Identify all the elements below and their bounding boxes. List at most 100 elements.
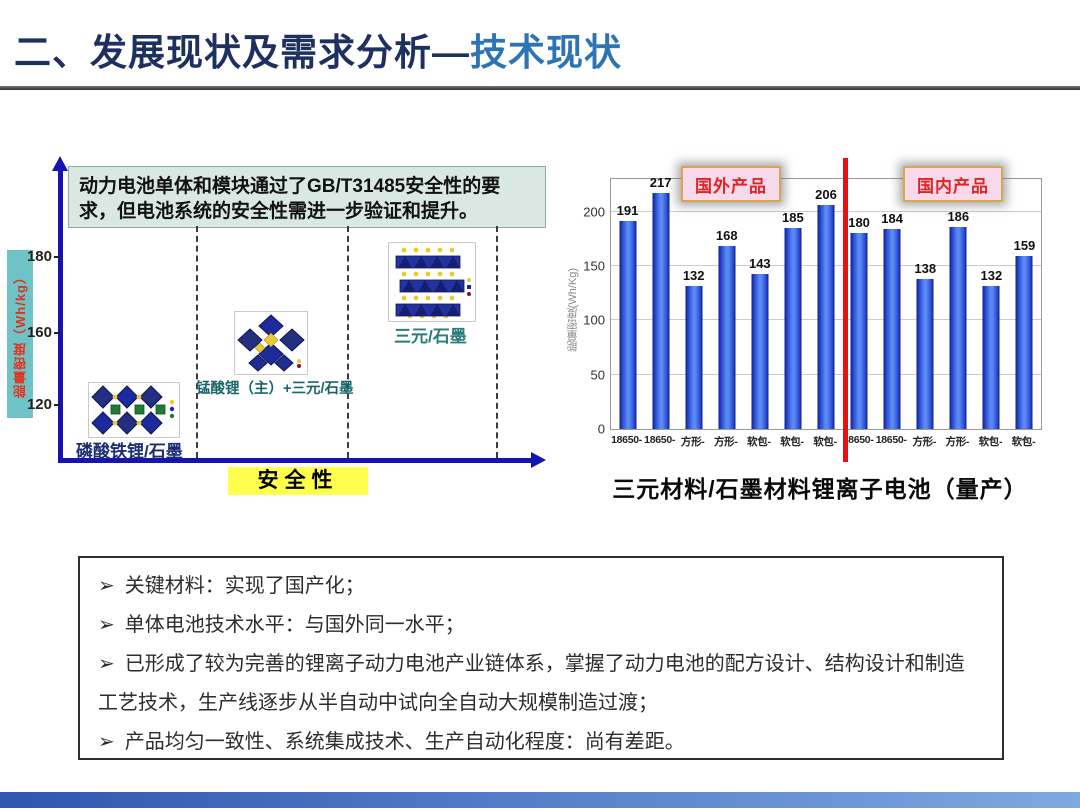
bar-value-label: 186 xyxy=(947,208,970,224)
x-category-label: 方形- xyxy=(945,436,970,448)
bar-slot: 191 xyxy=(611,179,644,429)
bar-slot: 138 xyxy=(909,179,942,429)
chart-y-tick-label: 100 xyxy=(583,312,605,328)
summary-item: ➢ 产品均匀一致性、系统集成技术、生产自动化程度：尚有差距。 xyxy=(98,723,984,762)
chart-y-tick-label: 0 xyxy=(597,421,605,437)
x-category-label: 18650- xyxy=(611,434,642,446)
bar xyxy=(1015,256,1033,429)
bullet-arrow-icon: ➢ xyxy=(98,575,115,597)
bar-slot: 217 xyxy=(644,175,677,429)
bar xyxy=(916,279,934,429)
ncm-crystal-image xyxy=(388,242,476,322)
bar-chart: 能量密度(Wh/Kg) 0 50 100 150 200 191 217 132 168 143 1… xyxy=(565,150,1065,480)
dashed-separator xyxy=(347,226,349,458)
bar xyxy=(883,229,901,429)
chart-y-tick-label: 50 xyxy=(590,367,605,383)
page-title-sub: 技术现状 xyxy=(470,32,622,73)
x-category-label: 18650- xyxy=(875,434,907,446)
bar xyxy=(619,221,637,429)
bar xyxy=(784,227,802,429)
spinel-structure-icon xyxy=(237,314,305,372)
summary-item-text: 产品均匀一致性、系统集成技术、生产自动化程度：尚有差距。 xyxy=(124,731,685,753)
bar-slot: 132 xyxy=(677,179,710,429)
summary-item-text: 关键材料：实现了国产化； xyxy=(124,575,365,597)
note-text-2: 安全性的要求， xyxy=(79,176,501,223)
y-tick-180: 180 xyxy=(26,248,52,265)
bar-value-label: 191 xyxy=(616,203,639,219)
bar-value-label: 159 xyxy=(1013,238,1036,254)
chart-y-tick-label: 200 xyxy=(583,204,605,220)
x-category-label: 18650- xyxy=(842,434,874,446)
bar-value-label: 206 xyxy=(815,187,837,203)
foreign-domestic-divider-line xyxy=(843,158,848,462)
x-category-label: 软包- xyxy=(1011,436,1036,448)
x-category-label: 软包- xyxy=(780,436,804,448)
y-tick-160: 160 xyxy=(26,324,52,341)
bar xyxy=(850,233,868,429)
bar-value-label: 185 xyxy=(782,209,804,225)
bar xyxy=(949,226,967,429)
dashed-separator xyxy=(496,226,498,458)
bar-value-label: 143 xyxy=(748,255,771,271)
bar-value-label: 132 xyxy=(980,267,1003,283)
note-text-1: 动力电池单体和模块通过了 xyxy=(79,176,308,197)
y-tick-120: 120 xyxy=(26,396,52,413)
x-axis-labels: 18650- 18650- 方形- 方形- 软包- 软包- 软包- 18650- 18650- 方… xyxy=(610,434,1040,449)
x-category-label: 软包- xyxy=(978,436,1003,448)
bar-slot: 143 xyxy=(743,179,776,429)
summary-item: ➢ 关键材料：实现了国产化； xyxy=(98,567,984,606)
bar xyxy=(982,285,1000,429)
group-label-foreign: 国外产品 xyxy=(681,166,781,202)
summary-item: ➢ 单体电池技术水平：与国外同一水平； xyxy=(98,606,984,645)
bar-slot: 159 xyxy=(1008,179,1041,429)
footer-accent-bar xyxy=(0,792,1080,808)
y-tick-mark xyxy=(54,256,61,258)
x-axis-line xyxy=(58,458,532,463)
safety-note-box: 动力电池单体和模块通过了GB/T31485安全性的要求，但电池系统的安全性需进一… xyxy=(68,166,546,228)
bar xyxy=(817,205,835,429)
y-tick-mark xyxy=(54,332,61,334)
bar xyxy=(685,285,703,429)
group-label-domestic: 国内产品 xyxy=(903,166,1003,202)
ncm-label: 三元/石墨 xyxy=(394,327,467,346)
bar-slot: 184 xyxy=(876,179,909,429)
dashed-separator xyxy=(196,226,198,458)
bar-value-label: 180 xyxy=(848,215,870,231)
bar-value-label: 217 xyxy=(649,175,672,191)
x-axis-arrow-icon xyxy=(531,452,546,468)
chart-caption: 三元材料/石墨材料锂离子电池（量产） xyxy=(612,476,1028,502)
y-axis-line xyxy=(58,170,63,462)
x-category-label: 软包- xyxy=(747,436,771,448)
bar-slot: 185 xyxy=(776,179,809,429)
lmo-label: 锰酸锂（主）+三元/石墨 xyxy=(196,381,354,397)
bar-slot: 132 xyxy=(975,179,1008,429)
summary-item-text: 单体电池技术水平：与国外同一水平； xyxy=(124,614,465,636)
bar xyxy=(751,273,769,429)
bar-chart-plot: 0 50 100 150 200 191 217 132 168 143 185 206 180 184 1… xyxy=(583,175,1042,437)
summary-item-text: 已形成了较为完善的锂离子动力电池产业链体系，掌握了动力电池的配方设计、结构设计和… xyxy=(98,653,965,714)
bar xyxy=(718,246,736,429)
x-category-label: 方形- xyxy=(680,436,705,448)
y-axis-title: 能量密度（Wh/kg） xyxy=(7,250,33,418)
chart-y-tick-label: 150 xyxy=(583,258,605,274)
bullet-arrow-icon: ➢ xyxy=(98,653,115,675)
olivine-structure-icon xyxy=(91,385,175,435)
bullet-arrow-icon: ➢ xyxy=(98,614,115,636)
bar-value-label: 184 xyxy=(881,211,903,226)
bar xyxy=(652,193,670,429)
lmo-crystal-image xyxy=(234,311,308,375)
y-tick-mark xyxy=(54,404,61,406)
note-standard-code: GB/T31485 xyxy=(307,176,406,197)
note-text-3: 但电池系统的安全性需进一步验证和提升。 xyxy=(117,201,479,223)
bar-slot: 186 xyxy=(942,179,975,429)
page-title: 二、发展现状及需求分析—技术现状 xyxy=(14,22,622,76)
bullet-arrow-icon: ➢ xyxy=(98,731,115,753)
bar-slot: 180 xyxy=(843,179,876,429)
x-category-label: 方形- xyxy=(713,436,738,448)
chart-y-axis-title: 能量密度(Wh/Kg) xyxy=(565,230,581,390)
summary-points-box: ➢ 关键材料：实现了国产化； ➢ 单体电池技术水平：与国外同一水平； ➢ 已形成了较为… xyxy=(78,556,1004,760)
bar-value-label: 132 xyxy=(682,267,705,283)
x-category-label: 18650- xyxy=(644,434,676,446)
bar-slot: 168 xyxy=(710,179,743,429)
